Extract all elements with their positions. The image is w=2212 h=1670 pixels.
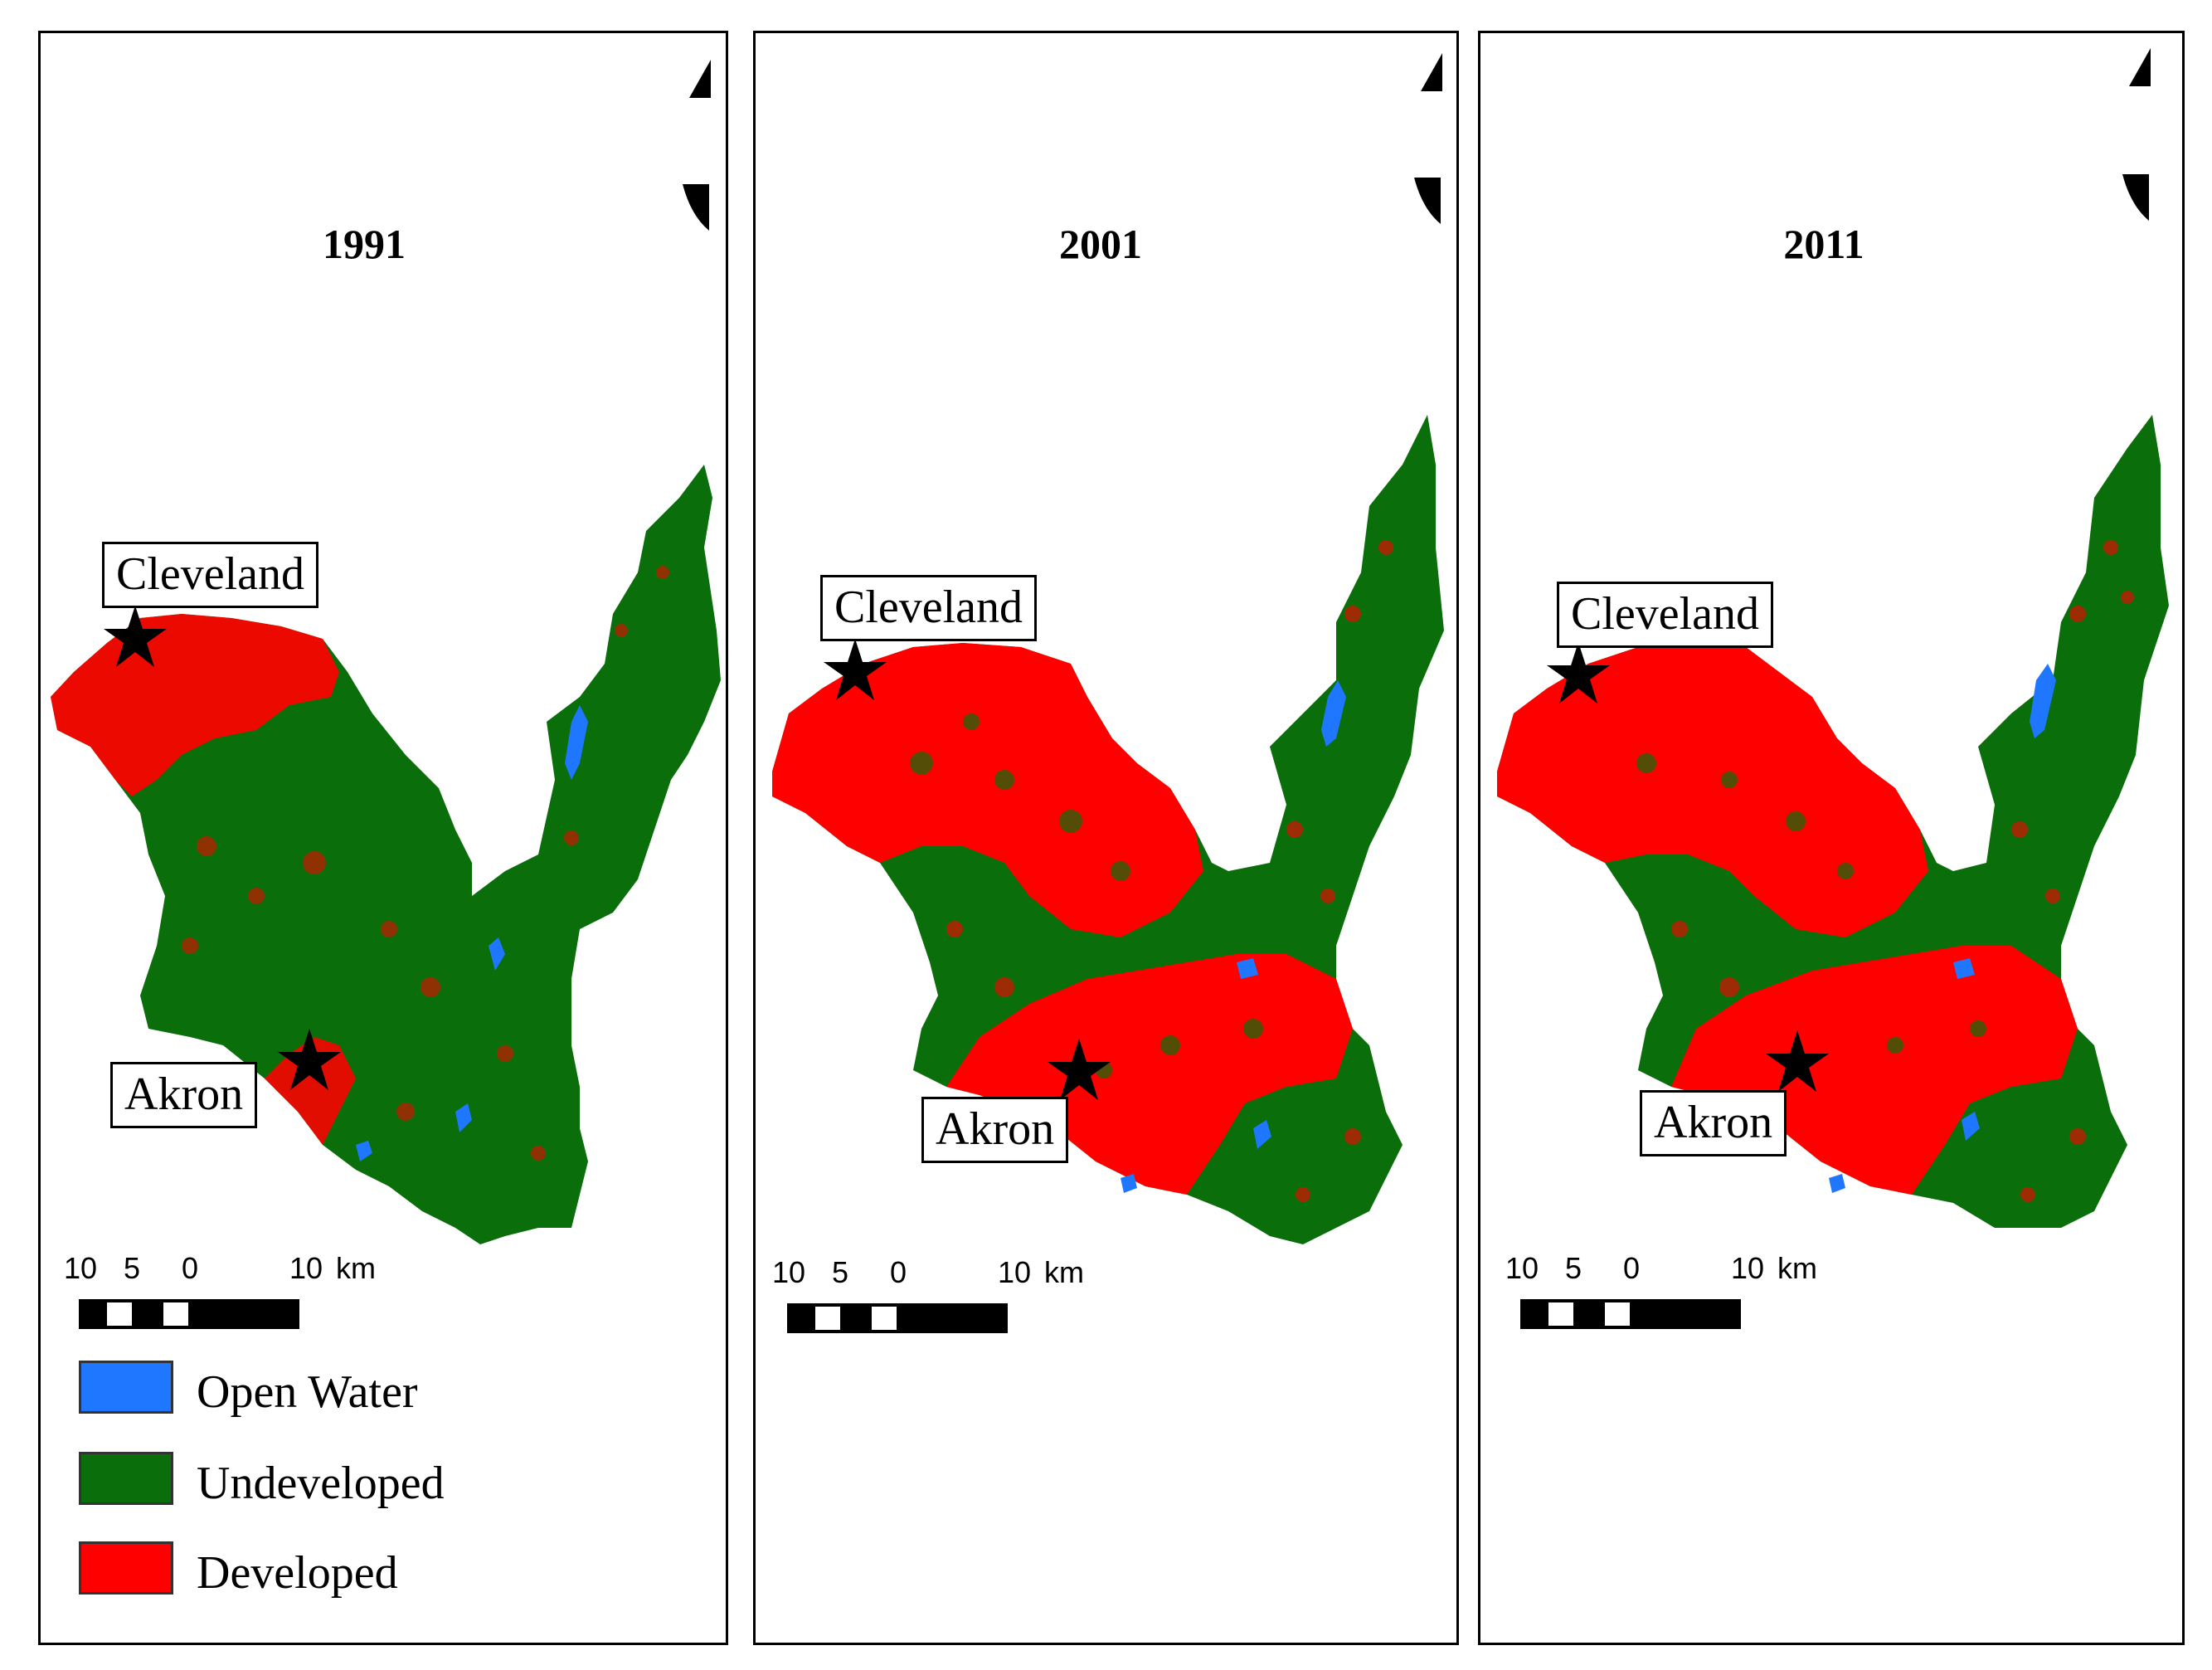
akron-star-icon (278, 1029, 341, 1090)
developed-akron-2011 (1671, 946, 2078, 1195)
scale-tick-label: 5 (1565, 1251, 1582, 1285)
city-label-north: Cleveland (102, 542, 319, 608)
map-panel-2001: 2001 Cleveland Akron 10 5 0 10 km (753, 31, 1459, 1645)
developed-speckle-1991 (182, 566, 669, 1161)
lake-4 (1121, 1174, 1137, 1193)
scale-unit-label: km (336, 1251, 376, 1285)
legend: Open Water Undeveloped Developed (79, 1361, 659, 1634)
legend-swatch (79, 1452, 173, 1505)
scale-unit-label: km (1777, 1251, 1817, 1285)
north-arrow-fragment-bottom (1412, 176, 1442, 230)
scale-bar: 10 5 0 10 km (1505, 1251, 1817, 1334)
panel-title: 1991 (323, 221, 406, 267)
scale-unit-label: km (1044, 1255, 1084, 1289)
scale-tick-label: 10 (1731, 1251, 1765, 1285)
lake-2 (1953, 958, 1975, 979)
scale-tick-label: 10 (1505, 1251, 1539, 1285)
legend-swatch (79, 1541, 173, 1595)
map-panel-2011: 2011 Cleveland Akron 10 5 0 10 km (1478, 31, 2185, 1645)
lake-3 (455, 1103, 472, 1132)
panel-title: 2011 (1783, 221, 1864, 267)
north-arrow-fragment-top (2127, 46, 2152, 92)
legend-label: Open Water (197, 1366, 418, 1418)
scale-tick-label: 10 (289, 1251, 323, 1285)
city-label-south: Akron (1640, 1090, 1787, 1156)
scale-bar: 10 5 0 10 km (64, 1251, 376, 1334)
scale-tick-label: 5 (832, 1255, 849, 1289)
lake-3 (1962, 1112, 1980, 1141)
legend-item-developed: Developed (79, 1541, 493, 1599)
lake-1 (2030, 664, 2056, 738)
watershed-map-2001 (772, 415, 1444, 1244)
cleveland-star-icon (1547, 642, 1610, 704)
scale-tick-label: 5 (124, 1251, 141, 1285)
city-label-north: Cleveland (1557, 582, 1774, 648)
lake-2 (1237, 958, 1258, 979)
lake-3 (1253, 1120, 1271, 1149)
scale-tick-label: 10 (772, 1255, 806, 1289)
watershed-map-1991 (51, 465, 721, 1244)
scale-tick-label: 0 (1623, 1251, 1641, 1285)
akron-star-icon (1048, 1039, 1111, 1100)
city-label-north: Cleveland (820, 575, 1038, 641)
scale-tick-label: 10 (64, 1251, 98, 1285)
developed-cleveland-2011 (1497, 639, 1928, 937)
north-arrow-fragment-bottom (2121, 173, 2151, 226)
lake-1 (565, 705, 588, 780)
developed-speckle-2011 (1671, 540, 2134, 1202)
developed-akron-1991 (265, 1037, 356, 1145)
legend-label: Developed (197, 1547, 398, 1599)
developed-akron-2001 (946, 954, 1353, 1195)
lake-2 (489, 937, 505, 971)
lake-4 (356, 1141, 372, 1161)
cleveland-star-icon (104, 606, 167, 667)
panel-title: 2001 (1059, 221, 1142, 267)
cleveland-star-icon (824, 639, 887, 700)
scale-tick-label: 10 (998, 1255, 1032, 1289)
legend-item-undeveloped: Undeveloped (79, 1452, 493, 1510)
scale-tick-label: 0 (890, 1255, 907, 1289)
map-panel-1991: 1991 Cleveland Akron 10 5 0 10 km Open W… (38, 31, 728, 1645)
city-label-south: Akron (921, 1097, 1069, 1163)
legend-swatch (79, 1361, 173, 1414)
scale-tick-label: 0 (182, 1251, 199, 1285)
city-label-south: Akron (110, 1062, 258, 1128)
watershed-map-2011 (1497, 415, 2169, 1228)
undeveloped-speckle-2011 (1636, 753, 1986, 1054)
legend-item-open-water: Open Water (79, 1361, 493, 1419)
legend-label: Undeveloped (197, 1458, 445, 1509)
lake-4 (1829, 1174, 1845, 1193)
developed-speckle-2001 (946, 540, 1393, 1202)
scale-bar: 10 5 0 10 km (772, 1255, 1084, 1338)
lake-1 (1321, 680, 1346, 747)
akron-star-icon (1766, 1030, 1829, 1092)
north-arrow-fragment-bottom (681, 183, 711, 236)
developed-cleveland-2001 (772, 643, 1203, 937)
north-arrow-fragment-top (688, 58, 712, 104)
north-arrow-fragment-top (1419, 51, 1444, 97)
